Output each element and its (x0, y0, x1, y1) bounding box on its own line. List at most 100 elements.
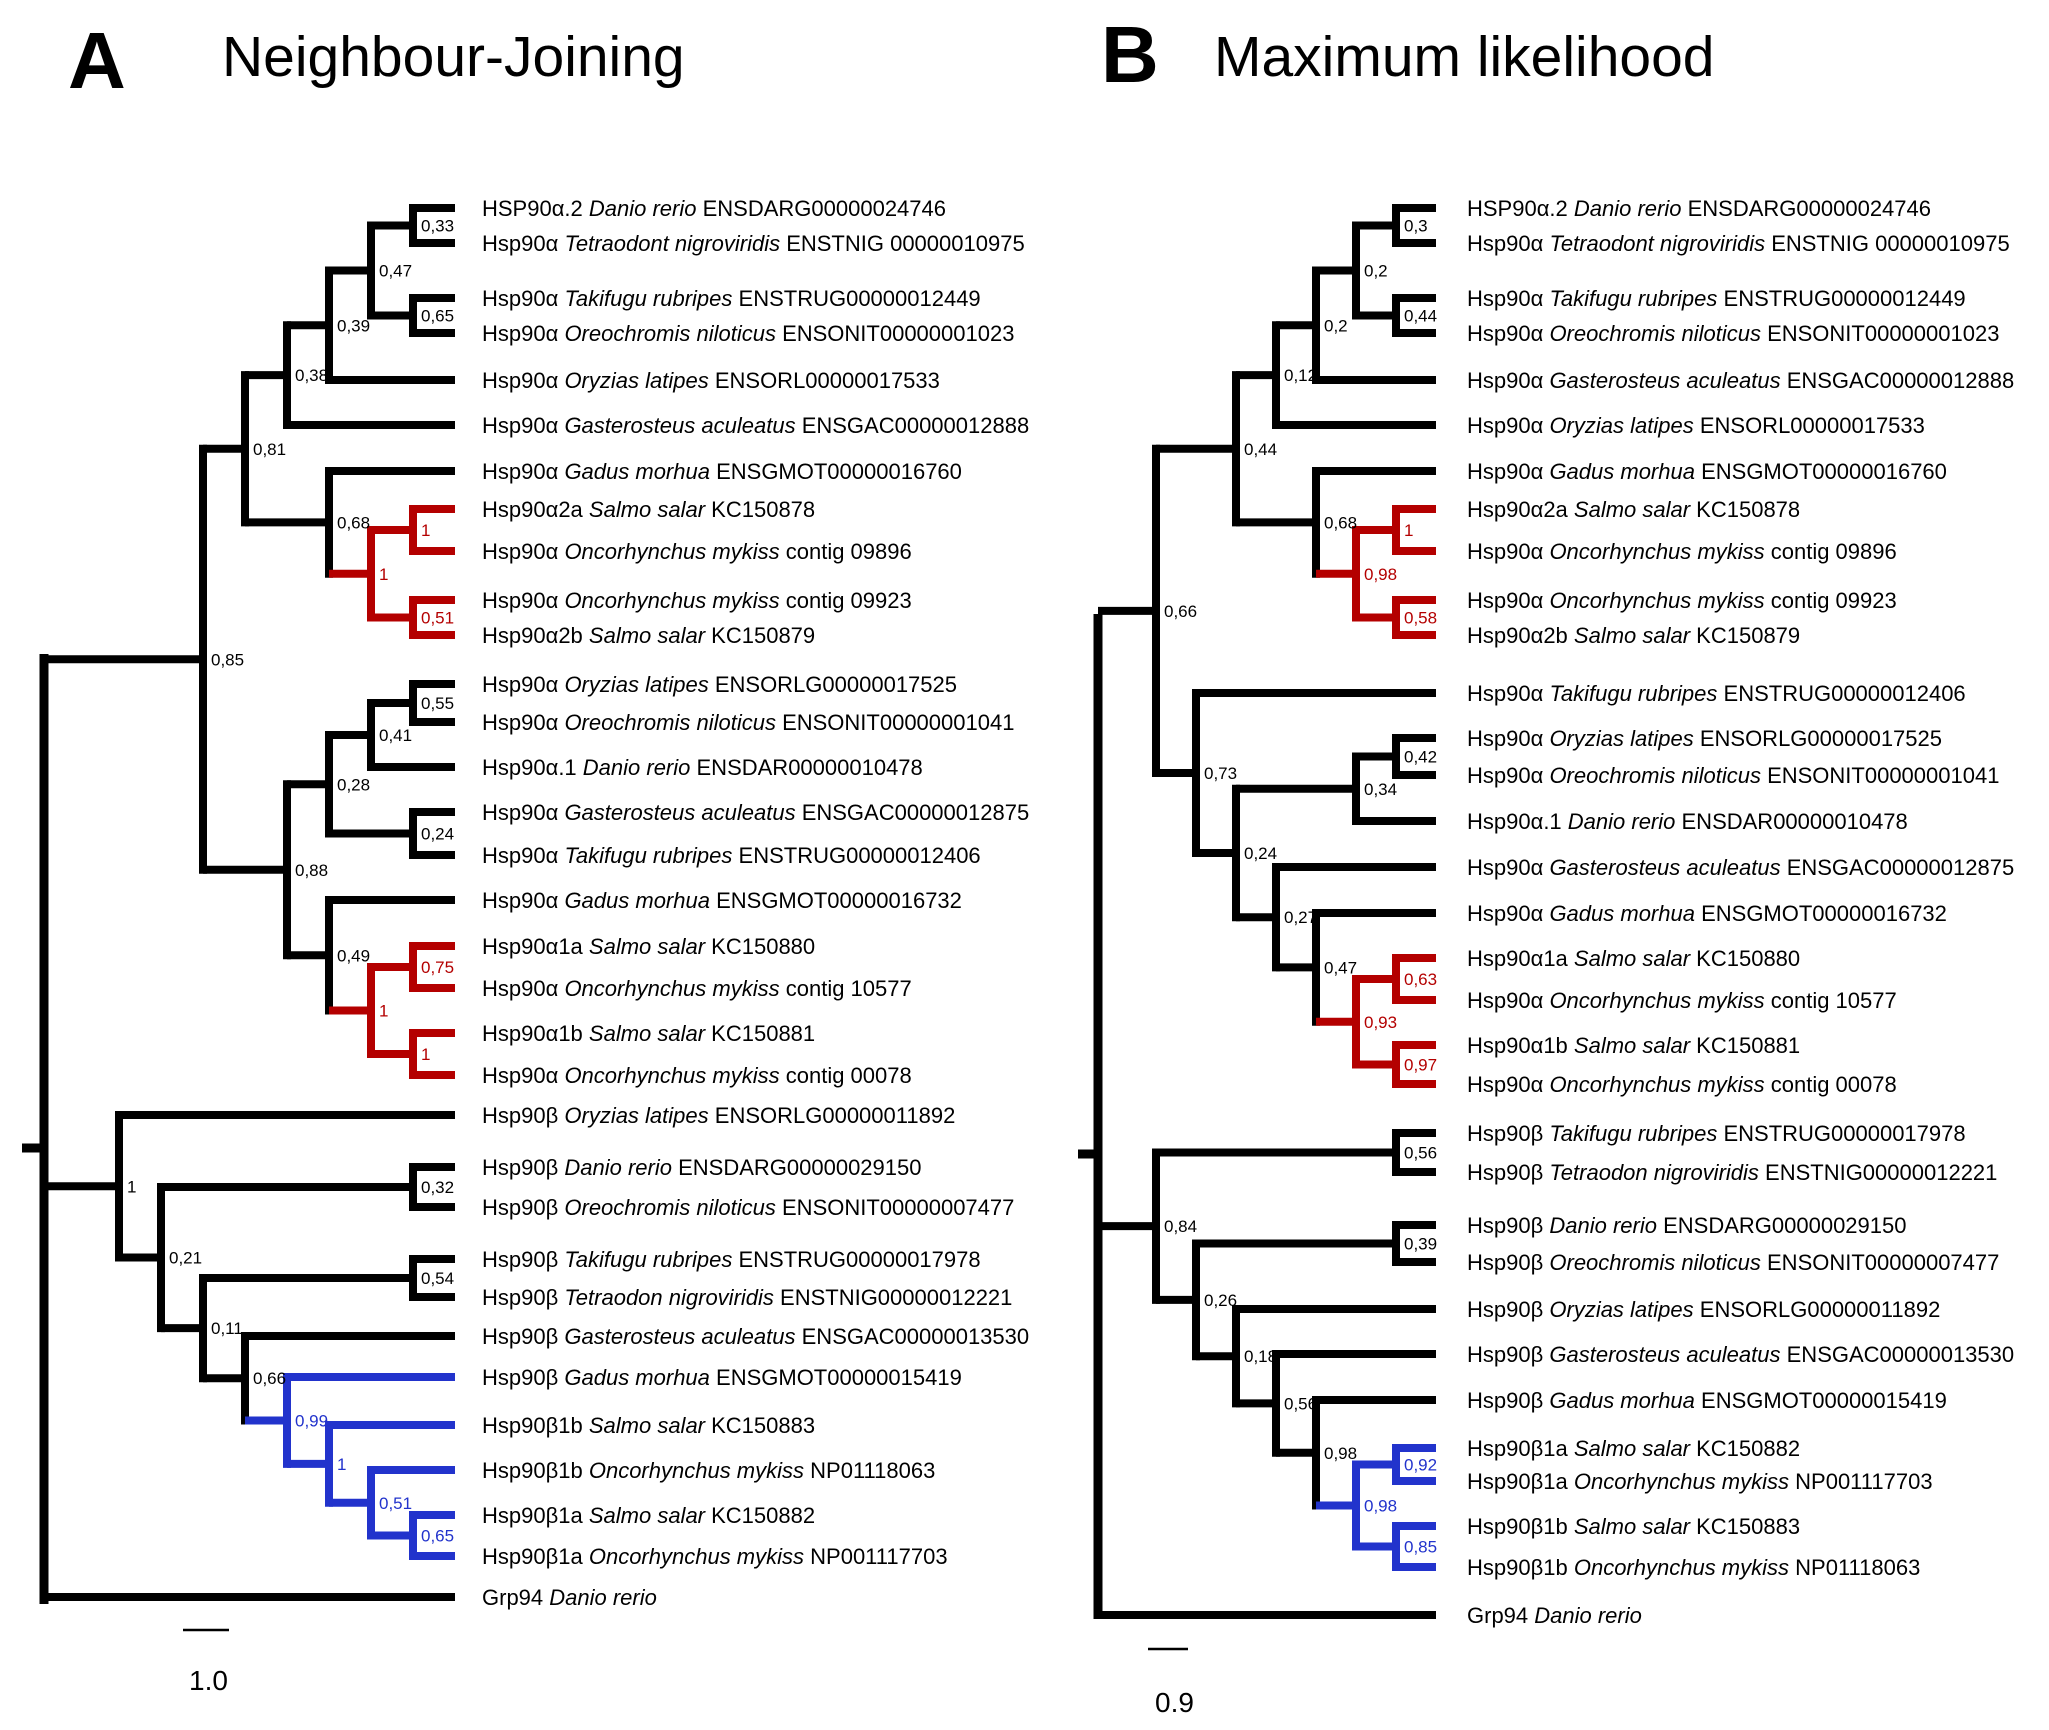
leaf-species: Takifugu rubripes (564, 1247, 732, 1272)
leaf-species: Salmo salar (1574, 623, 1692, 648)
leaf-gene: Hsp90α (482, 1063, 564, 1088)
bootstrap-support-label: 0,56 (1404, 1144, 1437, 1163)
leaf-accession: ENSDAR00000010478 (1675, 809, 1907, 834)
panel-b-tree: 0,3 0,44 0,2 0,2 0,12 1 0,58 0,98 0,68 0,44 0,42 0,… (1078, 196, 2014, 1628)
leaf-label: Hsp90α Oncorhynchus mykiss contig 09923 (482, 588, 912, 613)
leaf-label: Hsp90β Tetraodon nigroviridis ENSTNIG000… (482, 1285, 1012, 1310)
leaf-accession: ENSTNIG 00000010975 (1765, 231, 2010, 256)
leaf-label: Hsp90α Gadus morhua ENSGMOT00000016732 (1467, 901, 1947, 926)
bootstrap-support-label: 0,33 (421, 217, 454, 236)
leaf-gene: Hsp90α (1467, 1072, 1549, 1097)
leaf-gene: Hsp90β1b (482, 1413, 589, 1438)
leaf-label: Grp94 Danio rerio (1467, 1603, 1642, 1628)
leaf-species: Oncorhynchus mykiss (1574, 1555, 1789, 1580)
leaf-accession: KC150883 (1690, 1514, 1800, 1539)
leaf-label: Grp94 Danio rerio (482, 1585, 657, 1610)
leaf-gene: Hsp90α (482, 459, 564, 484)
leaf-gene: Hsp90α (1467, 413, 1549, 438)
leaf-gene: Hsp90α (1467, 681, 1549, 706)
bootstrap-support-label: 0,98 (1364, 565, 1397, 584)
leaf-accession: KC150881 (1690, 1033, 1800, 1058)
leaf-gene: Hsp90β1b (1467, 1514, 1574, 1539)
bootstrap-support-label: 0,98 (1324, 1444, 1357, 1463)
leaf-label: Hsp90α Gasterosteus aculeatus ENSGAC0000… (1467, 368, 2014, 393)
leaf-gene: Hsp90β (1467, 1388, 1549, 1413)
leaf-species: Oryzias latipes (1549, 413, 1693, 438)
leaf-accession: ENSTRUG00000017978 (732, 1247, 980, 1272)
leaf-gene: Hsp90β (1467, 1160, 1549, 1185)
leaf-species: Oreochromis niloticus (1549, 1250, 1761, 1275)
leaf-species: Tetraodon nigroviridis (1549, 1160, 1759, 1185)
leaf-label: Hsp90α.1 Danio rerio ENSDAR00000010478 (482, 755, 923, 780)
leaf-accession: ENSONIT00000001041 (776, 710, 1015, 735)
leaf-accession: contig 00078 (780, 1063, 912, 1088)
bootstrap-support-label: 0,68 (1324, 513, 1357, 532)
leaf-species: Salmo salar (1574, 946, 1692, 971)
leaf-label: Hsp90α Takifugu rubripes ENSTRUG00000012… (1467, 286, 1966, 311)
leaf-gene: Hsp90α (1467, 286, 1549, 311)
leaf-label: Hsp90α Tetraodont nigroviridis ENSTNIG 0… (1467, 231, 2010, 256)
leaf-label: Hsp90β Takifugu rubripes ENSTRUG00000017… (482, 1247, 981, 1272)
leaf-gene: Hsp90α (482, 286, 564, 311)
leaf-species: Oncorhynchus mykiss (564, 1063, 779, 1088)
leaf-label: Hsp90β1a Salmo salar KC150882 (482, 1503, 815, 1528)
leaf-accession: NP001117703 (1789, 1469, 1933, 1494)
leaf-species: Danio rerio (1568, 809, 1676, 834)
leaf-species: Tetraodont nigroviridis (1549, 231, 1765, 256)
bootstrap-support-label: 0,58 (1404, 609, 1437, 628)
bootstrap-support-label: 0,54 (421, 1269, 454, 1288)
leaf-accession: ENSONIT00000007477 (776, 1195, 1015, 1220)
leaf-species: Salmo salar (1574, 497, 1692, 522)
bootstrap-support-label: 0,65 (421, 307, 454, 326)
bootstrap-support-label: 0,63 (1404, 970, 1437, 989)
leaf-accession: ENSGAC00000013530 (796, 1324, 1030, 1349)
leaf-accession: ENSTRUG00000017978 (1717, 1121, 1965, 1146)
panel-a-title: Neighbour-Joining (222, 25, 685, 89)
leaf-species: Gasterosteus aculeatus (1549, 1342, 1780, 1367)
leaf-species: Oncorhynchus mykiss (564, 588, 779, 613)
leaf-label: Hsp90β1a Oncorhynchus mykiss NP001117703 (1467, 1469, 1933, 1494)
leaf-label: Hsp90β1b Salmo salar KC150883 (1467, 1514, 1800, 1539)
leaf-label: Hsp90α Oncorhynchus mykiss contig 10577 (482, 976, 912, 1001)
leaf-species: Gasterosteus aculeatus (1549, 855, 1780, 880)
leaf-accession: contig 10577 (780, 976, 912, 1001)
leaf-label: Hsp90α Gasterosteus aculeatus ENSGAC0000… (482, 413, 1029, 438)
leaf-gene: Hsp90α (1467, 588, 1549, 613)
leaf-gene: Hsp90β (482, 1247, 564, 1272)
bootstrap-support-label: 0,27 (1284, 908, 1317, 927)
leaf-accession: contig 00078 (1765, 1072, 1897, 1097)
panel-a-letter: A (68, 16, 126, 105)
leaf-label: Hsp90β Oryzias latipes ENSORLG0000001189… (1467, 1297, 1940, 1322)
leaf-species: Gasterosteus aculeatus (1549, 368, 1780, 393)
leaf-label: Hsp90α1b Salmo salar KC150881 (482, 1021, 815, 1046)
leaf-species: Gadus morhua (1549, 459, 1695, 484)
leaf-gene: Hsp90α (482, 368, 564, 393)
leaf-gene: Hsp90β1a (1467, 1469, 1574, 1494)
leaf-gene: Hsp90β1a (1467, 1436, 1574, 1461)
leaf-gene: Hsp90α (1467, 901, 1549, 926)
bootstrap-support-label: 0,47 (1324, 958, 1357, 977)
leaf-gene: Hsp90α (482, 231, 564, 256)
leaf-label: Hsp90α2b Salmo salar KC150879 (1467, 623, 1800, 648)
leaf-gene: Hsp90α (482, 843, 564, 868)
leaf-gene: Hsp90α (1467, 231, 1549, 256)
bootstrap-support-label: 1 (127, 1177, 136, 1196)
leaf-accession: ENSORLG00000017525 (709, 672, 957, 697)
leaf-gene: Hsp90β (482, 1285, 564, 1310)
leaf-label: HSP90α.2 Danio rerio ENSDARG00000024746 (1467, 196, 1931, 221)
leaf-accession: ENSGMOT00000015419 (1695, 1388, 1947, 1413)
panel-a-tree: 0,33 0,65 0,47 0,39 0,38 1 0,51 1 0,68 0,81 0,55 0,… (22, 196, 1029, 1610)
leaf-species: Danio rerio (1574, 196, 1682, 221)
leaf-species: Salmo salar (589, 1021, 707, 1046)
leaf-accession: ENSORLG00000011892 (1694, 1297, 1941, 1322)
leaf-gene: Hsp90α (482, 800, 564, 825)
leaf-accession: ENSGAC00000012875 (1781, 855, 2015, 880)
leaf-species: Oncorhynchus mykiss (1549, 988, 1764, 1013)
leaf-label: Hsp90β Gasterosteus aculeatus ENSGAC0000… (1467, 1342, 2014, 1367)
leaf-species: Oryzias latipes (564, 672, 708, 697)
leaf-gene: Hsp90α (1467, 855, 1549, 880)
bootstrap-support-label: 0,99 (295, 1411, 328, 1430)
leaf-label: Hsp90α Takifugu rubripes ENSTRUG00000012… (482, 843, 981, 868)
leaf-species: Oncorhynchus mykiss (1549, 539, 1764, 564)
leaf-label: Hsp90α Oryzias latipes ENSORLG0000001752… (1467, 726, 1942, 751)
